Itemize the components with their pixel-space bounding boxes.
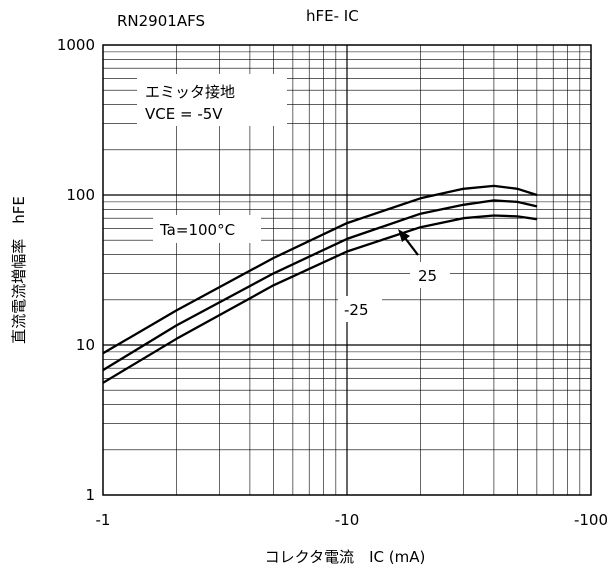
annotation-box <box>137 74 287 126</box>
tick-labels: -1 -10 -100 1 10 100 1000 <box>57 36 608 529</box>
series-label-bg-25 <box>410 262 450 288</box>
chart-title: hFE- IC <box>306 7 359 25</box>
series-label-minus25c: -25 <box>344 301 369 319</box>
series-line-25c <box>102 199 538 372</box>
y-axis-label: 直流電流増幅率 hFE <box>10 196 28 344</box>
series-line-minus25c <box>102 214 538 384</box>
annotation-line-2: VCE = -5V <box>145 105 223 123</box>
annotation-line-1: エミッタ接地 <box>145 83 235 101</box>
part-number: RN2901AFS <box>117 12 205 30</box>
x-tick-label: -1 <box>96 511 111 529</box>
series-label-bg-100 <box>153 215 261 243</box>
x-axis-label: コレクタ電流 IC (mA) <box>265 548 426 566</box>
x-tick-label: -100 <box>574 511 608 529</box>
x-tick-label: -10 <box>335 511 360 529</box>
y-tick-label: 10 <box>76 336 95 354</box>
y-tick-label: 1000 <box>57 36 95 54</box>
y-tick-label: 100 <box>66 186 95 204</box>
series-line-100c <box>102 184 538 355</box>
series-label-bg-minus25 <box>338 296 382 322</box>
series-label-100c: Ta=100°C <box>159 221 235 239</box>
major-grid <box>103 45 591 495</box>
label-arrow-head <box>398 229 410 242</box>
y-tick-label: 1 <box>85 486 95 504</box>
plot-frame <box>102 44 592 496</box>
series-label-25c: 25 <box>418 267 437 285</box>
series-layer <box>102 184 538 384</box>
